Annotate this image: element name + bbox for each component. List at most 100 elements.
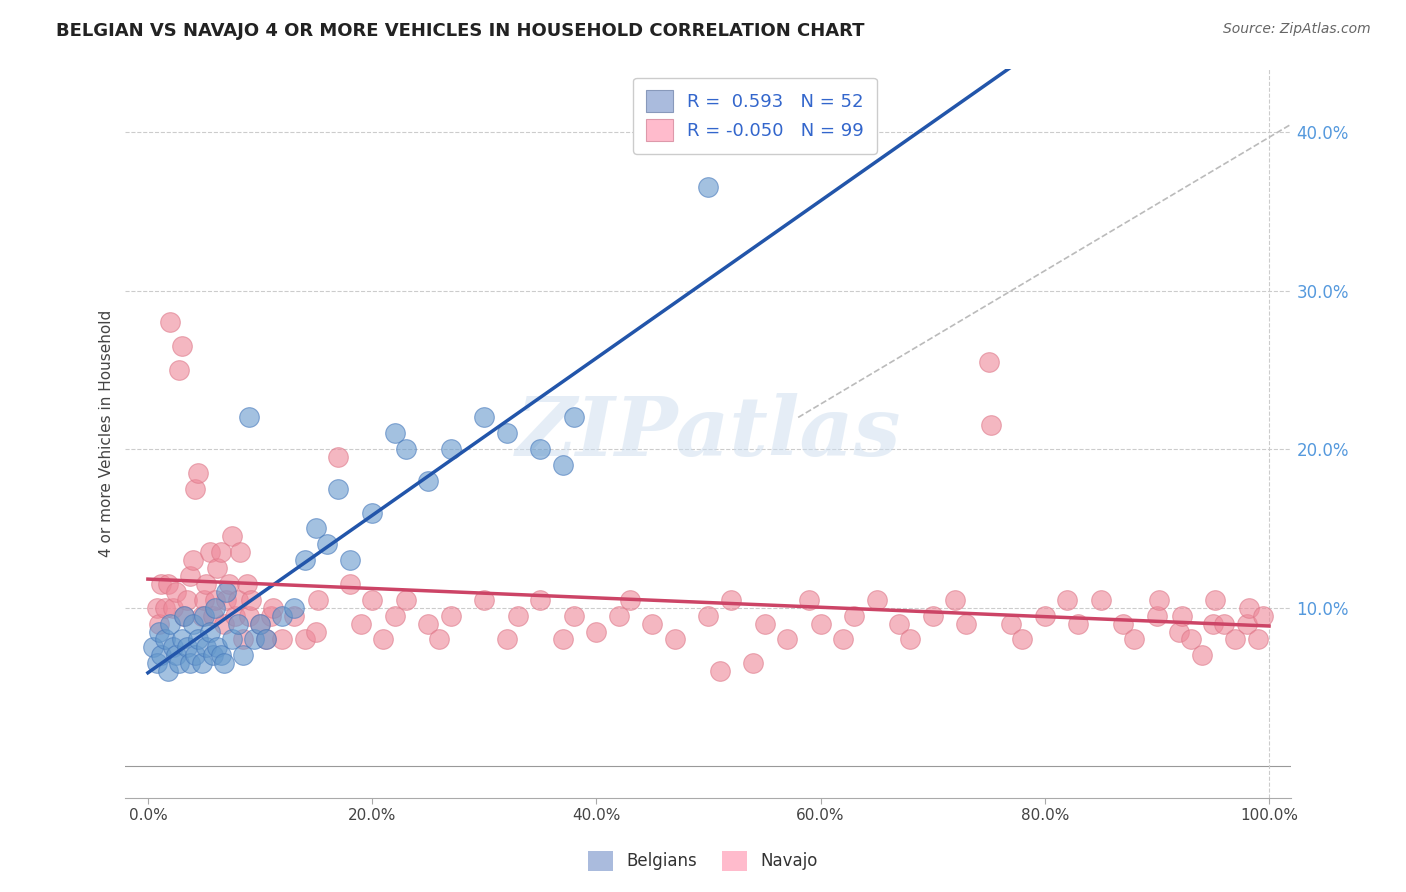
Point: [361, 506, 384, 520]
Point: [316, 537, 339, 551]
Point: [1011, 632, 1033, 647]
Point: [1056, 592, 1078, 607]
Point: [157, 664, 180, 678]
Point: [294, 632, 316, 647]
Point: [395, 592, 418, 607]
Point: [235, 577, 257, 591]
Point: [243, 632, 266, 647]
Point: [1112, 616, 1135, 631]
Point: [187, 632, 209, 647]
Point: [204, 592, 226, 607]
Point: [187, 466, 209, 480]
Point: [170, 339, 193, 353]
Point: [619, 592, 641, 607]
Point: [799, 592, 821, 607]
Point: [226, 592, 249, 607]
Point: [439, 608, 461, 623]
Y-axis label: 4 or more Vehicles in Household: 4 or more Vehicles in Household: [100, 310, 114, 557]
Point: [238, 410, 260, 425]
Point: [212, 657, 235, 671]
Point: [1236, 616, 1258, 631]
Point: [260, 608, 283, 623]
Point: [305, 521, 328, 535]
Point: [249, 616, 271, 631]
Point: [898, 632, 921, 647]
Point: [195, 640, 218, 655]
Point: [562, 410, 585, 425]
Point: [181, 553, 204, 567]
Point: [328, 482, 350, 496]
Point: [1067, 616, 1090, 631]
Point: [373, 632, 395, 647]
Point: [142, 640, 165, 655]
Point: [249, 616, 271, 631]
Point: [176, 640, 198, 655]
Point: [201, 608, 224, 623]
Point: [176, 592, 198, 607]
Point: [283, 600, 305, 615]
Point: [887, 616, 910, 631]
Point: [204, 600, 226, 615]
Point: [190, 657, 212, 671]
Point: [179, 569, 201, 583]
Point: [207, 640, 229, 655]
Point: [495, 426, 517, 441]
Point: [215, 585, 238, 599]
Point: [1146, 608, 1168, 623]
Point: [832, 632, 855, 647]
Point: [215, 592, 238, 607]
Point: [240, 592, 263, 607]
Point: [607, 608, 630, 623]
Point: [1147, 592, 1170, 607]
Point: [232, 648, 254, 663]
Point: [754, 616, 776, 631]
Point: [179, 657, 201, 671]
Point: [810, 616, 832, 631]
Point: [184, 482, 207, 496]
Point: [305, 624, 328, 639]
Point: [221, 529, 243, 543]
Point: [165, 648, 187, 663]
Point: [1123, 632, 1146, 647]
Point: [190, 608, 212, 623]
Point: [153, 632, 176, 647]
Point: [551, 458, 574, 472]
Point: [742, 657, 765, 671]
Point: [495, 632, 517, 647]
Point: [1213, 616, 1236, 631]
Point: [238, 608, 260, 623]
Point: [209, 648, 232, 663]
Point: [439, 442, 461, 457]
Point: [472, 410, 495, 425]
Point: [1204, 592, 1226, 607]
Text: ZIPatlas: ZIPatlas: [516, 393, 901, 474]
Point: [664, 632, 686, 647]
Point: [212, 616, 235, 631]
Point: [697, 180, 720, 194]
Point: [709, 664, 731, 678]
Point: [224, 608, 246, 623]
Text: BELGIAN VS NAVAJO 4 OR MORE VEHICLES IN HOUSEHOLD CORRELATION CHART: BELGIAN VS NAVAJO 4 OR MORE VEHICLES IN …: [56, 22, 865, 40]
Point: [1253, 608, 1275, 623]
Point: [162, 600, 184, 615]
Point: [283, 608, 305, 623]
Point: [339, 577, 361, 591]
Point: [271, 632, 294, 647]
Point: [226, 616, 249, 631]
Point: [201, 648, 224, 663]
Point: [218, 577, 240, 591]
Point: [1225, 632, 1247, 647]
Point: [254, 632, 277, 647]
Point: [184, 648, 207, 663]
Point: [361, 592, 384, 607]
Point: [150, 577, 173, 591]
Point: [146, 600, 169, 615]
Point: [585, 624, 607, 639]
Point: [169, 657, 191, 671]
Point: [193, 608, 215, 623]
Point: [157, 577, 180, 591]
Point: [153, 600, 176, 615]
Point: [162, 640, 184, 655]
Point: [955, 616, 977, 631]
Legend: Belgians, Navajo: Belgians, Navajo: [579, 842, 827, 880]
